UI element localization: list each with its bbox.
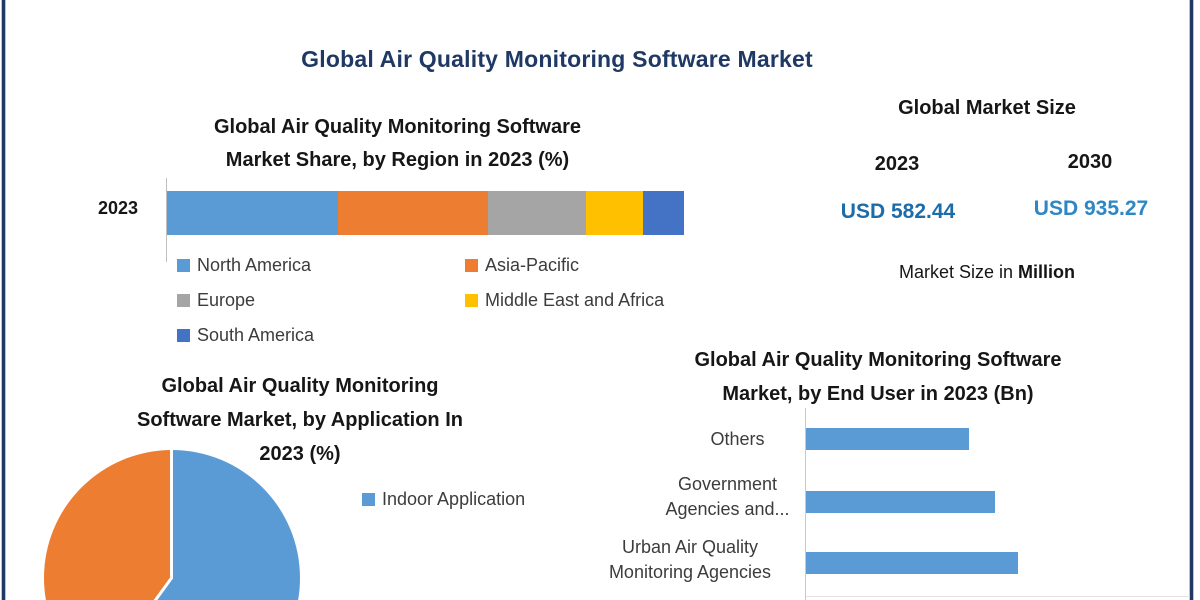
region-segment-3 bbox=[585, 191, 643, 235]
legend-swatch-icon bbox=[465, 258, 478, 272]
legend-label: Asia-Pacific bbox=[485, 254, 580, 275]
application-legend: Indoor Application bbox=[362, 486, 525, 512]
end-user-category-government: Government Agencies and... bbox=[665, 474, 790, 519]
end-user-chart-title-line1: Global Air Quality Monitoring Software bbox=[694, 349, 1062, 371]
page-title: Global Air Quality Monitoring Software M… bbox=[301, 46, 813, 72]
end-user-chart-title-line2: Market, by End User in 2023 (Bn) bbox=[722, 383, 1034, 405]
region-chart-title-line2: Market Share, by Region in 2023 (%) bbox=[225, 149, 570, 171]
legend-item-3: Middle East and Africa bbox=[465, 287, 795, 313]
market-size-value-2030: USD 935.27 bbox=[1033, 197, 1149, 220]
region-chart-title-line1: Global Air Quality Monitoring Software bbox=[213, 116, 582, 138]
market-size-year-2023: 2023 bbox=[874, 153, 920, 175]
region-segment-1 bbox=[337, 191, 488, 235]
application-chart-title-line1: Global Air Quality Monitoring bbox=[161, 375, 439, 397]
pie-divider-top bbox=[170, 450, 173, 579]
region-category-label: 2023 bbox=[97, 198, 139, 218]
region-segment-4 bbox=[642, 191, 684, 235]
end-user-category-urban: Urban Air Quality Monitoring Agencies bbox=[608, 537, 772, 582]
legend-label: Middle East and Africa bbox=[485, 289, 665, 310]
region-legend: North America Asia-Pacific Europe Middle Ea… bbox=[177, 252, 795, 348]
legend-swatch-icon bbox=[177, 328, 190, 342]
end-user-bar-government bbox=[806, 491, 995, 513]
region-stacked-bar bbox=[167, 191, 684, 235]
end-user-y-axis bbox=[805, 408, 806, 600]
legend-swatch-icon bbox=[465, 293, 478, 307]
legend-label: Indoor Application bbox=[382, 488, 526, 509]
legend-swatch-icon bbox=[177, 258, 190, 272]
region-chart-title: Global Air Quality Monitoring Software M… bbox=[130, 111, 665, 177]
application-chart-title: Global Air Quality Monitoring Software M… bbox=[60, 369, 540, 471]
region-segment-2 bbox=[487, 191, 586, 235]
end-user-category-others: Others bbox=[710, 429, 765, 449]
end-user-bar-urban bbox=[806, 552, 1018, 574]
region-segment-0 bbox=[167, 191, 338, 235]
right-border bbox=[1189, 0, 1195, 600]
legend-label: North America bbox=[197, 254, 312, 275]
market-size-footnote-unit: Million bbox=[1018, 262, 1076, 282]
market-size-year-2030: 2030 bbox=[1067, 151, 1113, 173]
legend-item-1: Asia-Pacific bbox=[465, 252, 795, 278]
legend-swatch-icon bbox=[362, 492, 375, 506]
legend-swatch-icon bbox=[177, 293, 190, 307]
end-user-baseline bbox=[806, 596, 1190, 597]
end-user-bar-others bbox=[806, 428, 969, 450]
left-border bbox=[1, 0, 7, 600]
market-size-title: Global Market Size bbox=[898, 97, 1076, 119]
legend-item-0: North America bbox=[177, 252, 465, 278]
market-size-value-2023: USD 582.44 bbox=[840, 200, 956, 223]
legend-label: South America bbox=[197, 324, 315, 345]
legend-item-indoor-application: Indoor Application bbox=[362, 486, 525, 512]
legend-item-4: South America bbox=[177, 322, 465, 348]
application-chart-title-line3: 2023 (%) bbox=[259, 443, 341, 465]
legend-item-2: Europe bbox=[177, 287, 465, 313]
legend-label: Europe bbox=[197, 289, 256, 310]
market-size-footnote-text: Market Size in bbox=[898, 262, 1014, 282]
application-chart-title-line2: Software Market, by Application In bbox=[137, 409, 463, 431]
end-user-chart-title: Global Air Quality Monitoring Software M… bbox=[600, 343, 1156, 411]
region-y-axis bbox=[166, 178, 167, 262]
market-size-footnote: Market Size in Million bbox=[822, 262, 1152, 283]
